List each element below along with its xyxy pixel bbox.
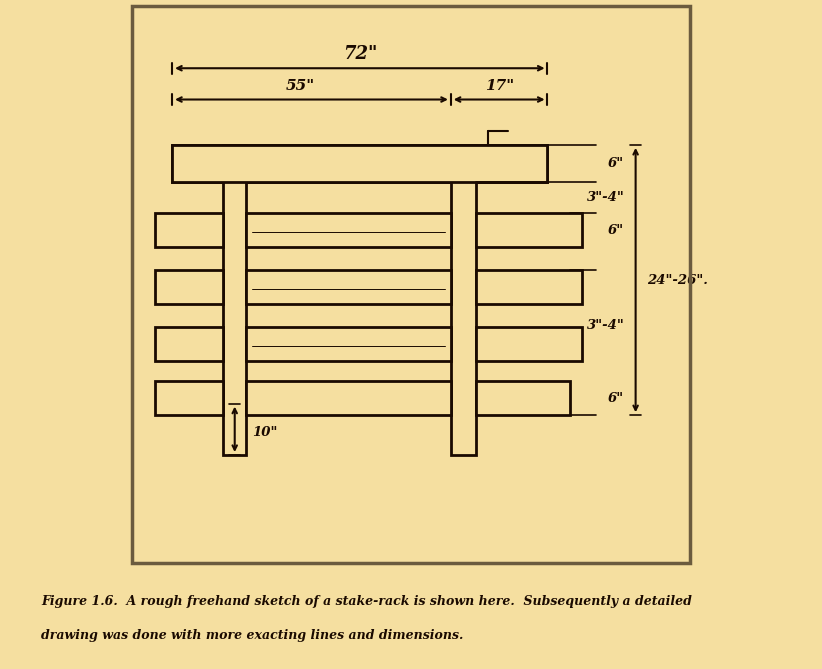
Bar [155, 270, 224, 304]
Bar [477, 270, 582, 304]
Bar [477, 381, 570, 415]
Text: Figure 1.6.  A rough freehand sketch of a stake-rack is shown here.  Subsequentl: Figure 1.6. A rough freehand sketch of a… [41, 595, 692, 608]
Bar [172, 145, 547, 182]
Bar [224, 145, 246, 455]
Text: 55": 55" [285, 80, 315, 94]
Bar [246, 213, 450, 248]
Bar [246, 270, 450, 304]
Bar [477, 327, 582, 361]
Text: 3"-4": 3"-4" [587, 191, 625, 204]
Text: 10": 10" [252, 425, 277, 439]
Bar [172, 145, 547, 182]
Text: 6": 6" [607, 224, 623, 237]
Bar [155, 213, 224, 248]
Text: 3"-4": 3"-4" [587, 319, 625, 332]
Bar [155, 381, 224, 415]
Bar [246, 327, 450, 361]
Bar [477, 213, 582, 248]
Text: 6": 6" [607, 157, 623, 170]
Text: 17": 17" [484, 80, 514, 94]
Text: 24"-26".: 24"-26". [647, 274, 708, 286]
Text: 6": 6" [607, 391, 623, 405]
Bar [155, 327, 224, 361]
Text: drawing was done with more exacting lines and dimensions.: drawing was done with more exacting line… [41, 629, 464, 642]
Bar [450, 145, 477, 455]
Text: 72": 72" [343, 45, 377, 63]
Bar [246, 381, 450, 415]
